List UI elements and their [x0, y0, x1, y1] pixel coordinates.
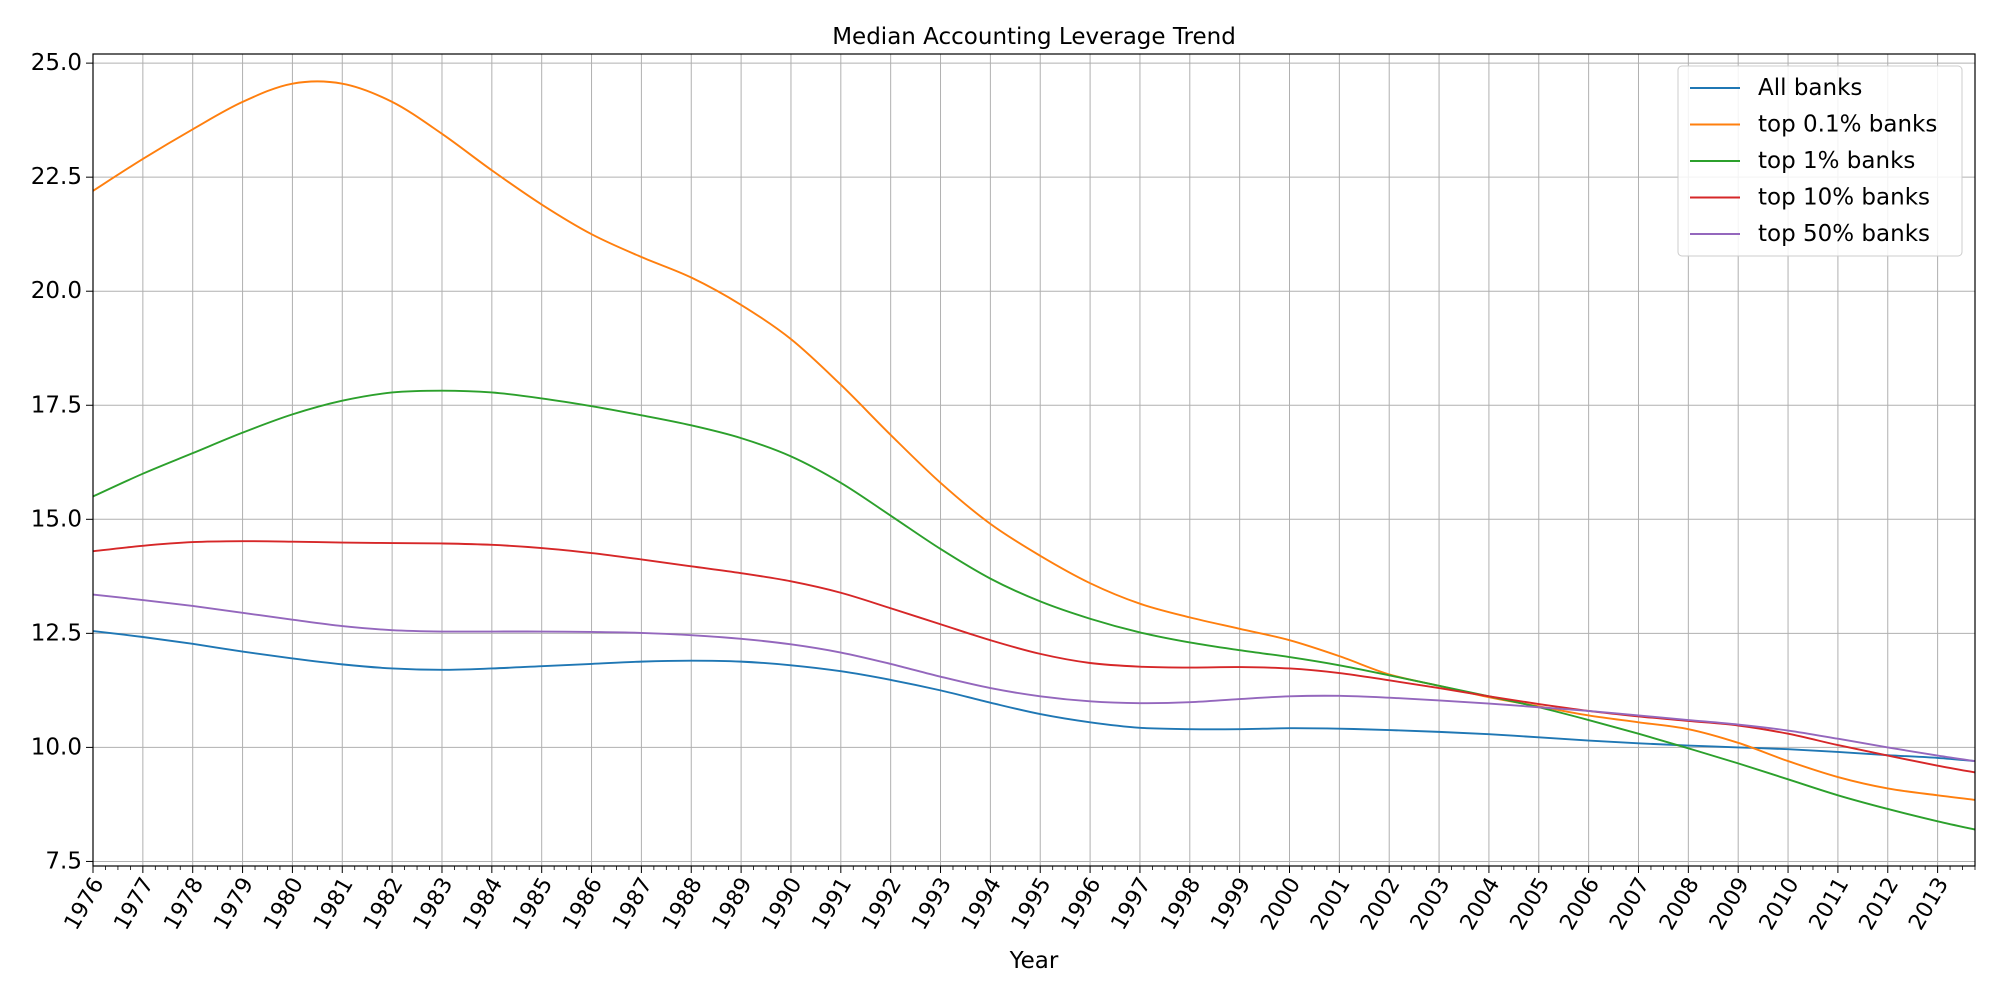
- legend: All banks top 0.1% banks top 1% banks top 1…: [1677, 65, 1963, 257]
- x-tick-label: 1978: [159, 874, 209, 935]
- x-tick-label: 1982: [359, 874, 409, 935]
- x-tick-label: 1986: [558, 874, 608, 935]
- y-tick-label: 17.5: [31, 392, 82, 418]
- y-tick-label: 12.5: [31, 620, 82, 646]
- x-tick-label: 2002: [1356, 874, 1406, 935]
- x-tick-label: 2005: [1506, 874, 1556, 935]
- series-line-4: [92, 593, 1976, 763]
- grid-layer: [92, 54, 1975, 866]
- x-tick-label: 2013: [1904, 874, 1954, 935]
- y-tick-label: 10.0: [31, 734, 82, 760]
- x-tick-label: 2007: [1605, 874, 1655, 935]
- x-tick-label: 1994: [957, 874, 1007, 935]
- legend-box: [1677, 65, 1963, 257]
- y-tick-label: 25.0: [31, 50, 82, 76]
- y-tick-label: 20.0: [31, 278, 82, 304]
- x-tick-label: 1984: [459, 874, 509, 935]
- series-layer: [92, 80, 1976, 831]
- x-tick-label: 1980: [259, 874, 309, 935]
- series-line-2: [92, 389, 1976, 831]
- x-axis: 1976 1977 1978 1979 1980 1981 1982 1983 1984 1985…: [60, 866, 1976, 935]
- legend-label-0: All banks: [1758, 75, 1862, 101]
- x-tick-label: 2008: [1655, 874, 1705, 935]
- x-tick-label: 1979: [209, 874, 259, 935]
- x-tick-label: 1981: [309, 874, 359, 935]
- x-tick-label: 1995: [1007, 874, 1057, 935]
- x-tick-label: 2012: [1854, 874, 1904, 935]
- y-tick-label: 22.5: [31, 164, 82, 190]
- x-tick-label: 2001: [1306, 874, 1356, 935]
- y-tick-label: 15.0: [31, 506, 82, 532]
- x-tick-label: 1988: [658, 874, 708, 935]
- series-line-1: [92, 80, 1976, 801]
- x-tick-label: 1999: [1206, 874, 1256, 935]
- x-tick-label: 1987: [608, 874, 658, 935]
- x-tick-label: 2009: [1705, 874, 1755, 935]
- legend-label-3: top 10% banks: [1758, 185, 1930, 211]
- x-tick-label: 2000: [1256, 874, 1306, 935]
- legend-label-2: top 1% banks: [1758, 148, 1915, 174]
- legend-label-1: top 0.1% banks: [1758, 112, 1937, 138]
- x-tick-label: 1990: [758, 874, 808, 935]
- series-line-3: [92, 540, 1976, 774]
- x-tick-label: 2011: [1805, 874, 1855, 935]
- x-tick-label: 1993: [907, 874, 957, 935]
- chart-title: Median Accounting Leverage Trend: [832, 24, 1236, 50]
- x-tick-label: 1985: [508, 874, 558, 935]
- y-axis: 7.5 10.0 12.5 15.0 17.5 20.0 22.5 25.0: [31, 50, 93, 874]
- y-tick-label: 7.5: [45, 848, 82, 874]
- x-tick-label: 1976: [60, 874, 110, 935]
- x-tick-label: 1989: [708, 874, 758, 935]
- x-tick-label: 2003: [1406, 874, 1456, 935]
- x-tick-label: 2004: [1456, 874, 1506, 935]
- x-axis-label: Year: [1009, 948, 1059, 974]
- x-tick-label: 1991: [808, 874, 858, 935]
- x-tick-label: 1998: [1157, 874, 1207, 935]
- x-tick-label: 1997: [1107, 874, 1157, 935]
- x-tick-label: 1977: [110, 874, 160, 935]
- x-tick-label: 1983: [409, 874, 459, 935]
- x-tick-label: 1996: [1057, 874, 1107, 935]
- x-tick-label: 2006: [1555, 874, 1605, 935]
- legend-label-4: top 50% banks: [1758, 221, 1930, 247]
- x-tick-label: 2010: [1755, 874, 1805, 935]
- x-tick-label: 1992: [857, 874, 907, 935]
- plot-frame: [92, 53, 1976, 867]
